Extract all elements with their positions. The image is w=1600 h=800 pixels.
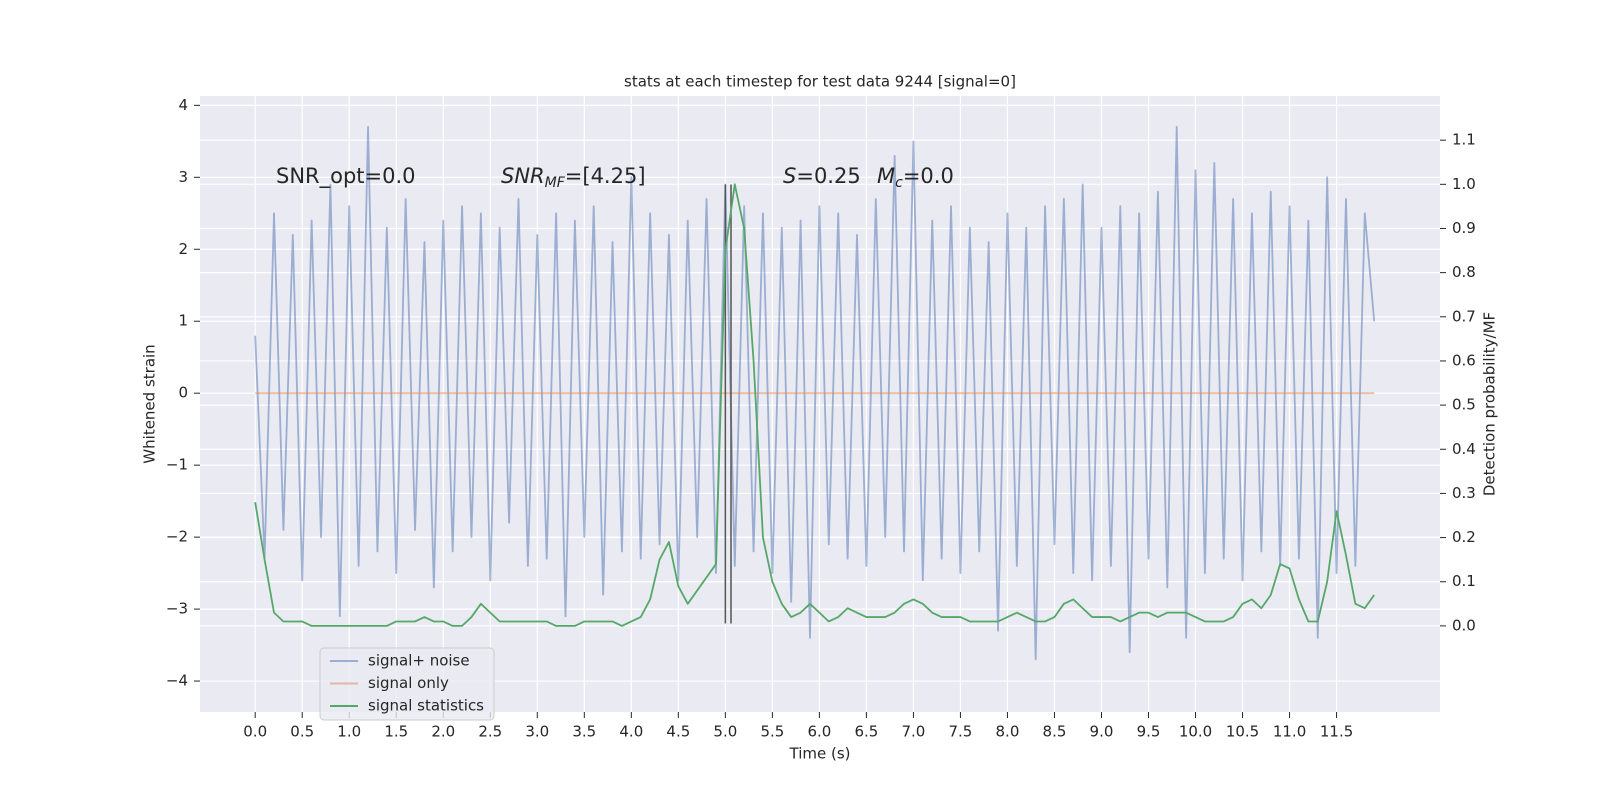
- y-tick-label: 0: [178, 384, 188, 402]
- x-tick-label: 6.5: [854, 723, 878, 741]
- annotation-part: c: [895, 175, 903, 191]
- y2-tick-label: 0.2: [1452, 528, 1476, 546]
- x-tick-label: 8.5: [1043, 723, 1067, 741]
- y-tick-label: −4: [166, 672, 188, 690]
- x-axis-label: Time (s): [789, 745, 851, 763]
- annotation-part: MF: [545, 175, 566, 191]
- x-tick-label: 2.0: [431, 723, 455, 741]
- y-tick-label: −1: [166, 456, 188, 474]
- annotation-part: SNR_opt=0.0: [276, 164, 416, 189]
- x-tick-label: 0.0: [243, 723, 267, 741]
- x-tick-label: 2.5: [478, 723, 502, 741]
- annotation-part: =[4.25]: [565, 164, 646, 188]
- plot-background: [200, 96, 1440, 712]
- y2-tick-label: 0.5: [1452, 396, 1476, 414]
- x-tick-label: 4.0: [619, 723, 643, 741]
- x-tick-label: 3.5: [572, 723, 596, 741]
- x-tick-label: 1.0: [337, 723, 361, 741]
- legend-label: signal only: [368, 674, 449, 692]
- x-tick-label: 9.5: [1137, 723, 1161, 741]
- annotation-part: S: [783, 164, 796, 188]
- y2-tick-label: 1.1: [1452, 131, 1476, 149]
- legend-box: [319, 647, 495, 721]
- annotation: S=0.25: [783, 164, 861, 188]
- x-tick-label: 10.0: [1179, 723, 1212, 741]
- series-line: [254, 183, 1375, 627]
- y2-tick-label: 0.0: [1452, 616, 1476, 634]
- x-tick-label: 10.5: [1226, 723, 1259, 741]
- grid: [200, 96, 1440, 712]
- legend-label: signal+ noise: [368, 652, 470, 670]
- y-tick-label: 1: [178, 312, 188, 330]
- y-tick-label: 4: [178, 96, 188, 114]
- annotation: SNRMF=[4.25]: [501, 164, 646, 191]
- y2-tick-label: 0.1: [1452, 572, 1476, 590]
- chart-title: stats at each timestep for test data 924…: [624, 73, 1016, 91]
- y2-tick-label: 0.6: [1452, 351, 1476, 369]
- y2-tick-label: 0.4: [1452, 440, 1476, 458]
- legend-label: signal statistics: [368, 697, 484, 715]
- annotation: Mc=0.0: [877, 164, 954, 191]
- y-axis-label: Whitened strain: [141, 344, 159, 463]
- y2-tick-label: 1.0: [1452, 175, 1476, 193]
- x-tick-label: 8.0: [996, 723, 1020, 741]
- x-tick-label: 11.5: [1320, 723, 1353, 741]
- x-tick-label: 1.5: [384, 723, 408, 741]
- annotation-part: SNR: [501, 164, 545, 188]
- x-tick-label: 11.0: [1273, 723, 1306, 741]
- y2-tick-label: 0.3: [1452, 484, 1476, 502]
- y2-axis-label: Detection probability/MF: [1481, 312, 1499, 496]
- annotation-part: =0.0: [903, 164, 954, 188]
- x-tick-label: 4.5: [666, 723, 690, 741]
- y-tick-label: −2: [166, 528, 188, 546]
- y-tick-label: −3: [166, 600, 188, 618]
- x-tick-label: 7.5: [949, 723, 973, 741]
- x-tick-label: 9.0: [1090, 723, 1114, 741]
- y-tick-label: 3: [178, 168, 188, 186]
- annotation-part: M: [877, 164, 895, 188]
- y-tick-label: 2: [178, 240, 188, 258]
- y2-tick-label: 0.7: [1452, 307, 1476, 325]
- x-tick-label: 3.0: [525, 723, 549, 741]
- x-tick-label: 5.5: [760, 723, 784, 741]
- x-tick-label: 5.0: [713, 723, 737, 741]
- y2-tick-label: 0.8: [1452, 263, 1476, 281]
- x-tick-label: 7.0: [901, 723, 925, 741]
- x-tick-label: 0.5: [290, 723, 314, 741]
- x-tick-label: 6.0: [807, 723, 831, 741]
- series-line: [254, 126, 1376, 661]
- y2-tick-label: 0.9: [1452, 219, 1476, 237]
- annotation: SNR_opt=0.0: [276, 164, 416, 189]
- annotation-part: =0.25: [796, 164, 860, 188]
